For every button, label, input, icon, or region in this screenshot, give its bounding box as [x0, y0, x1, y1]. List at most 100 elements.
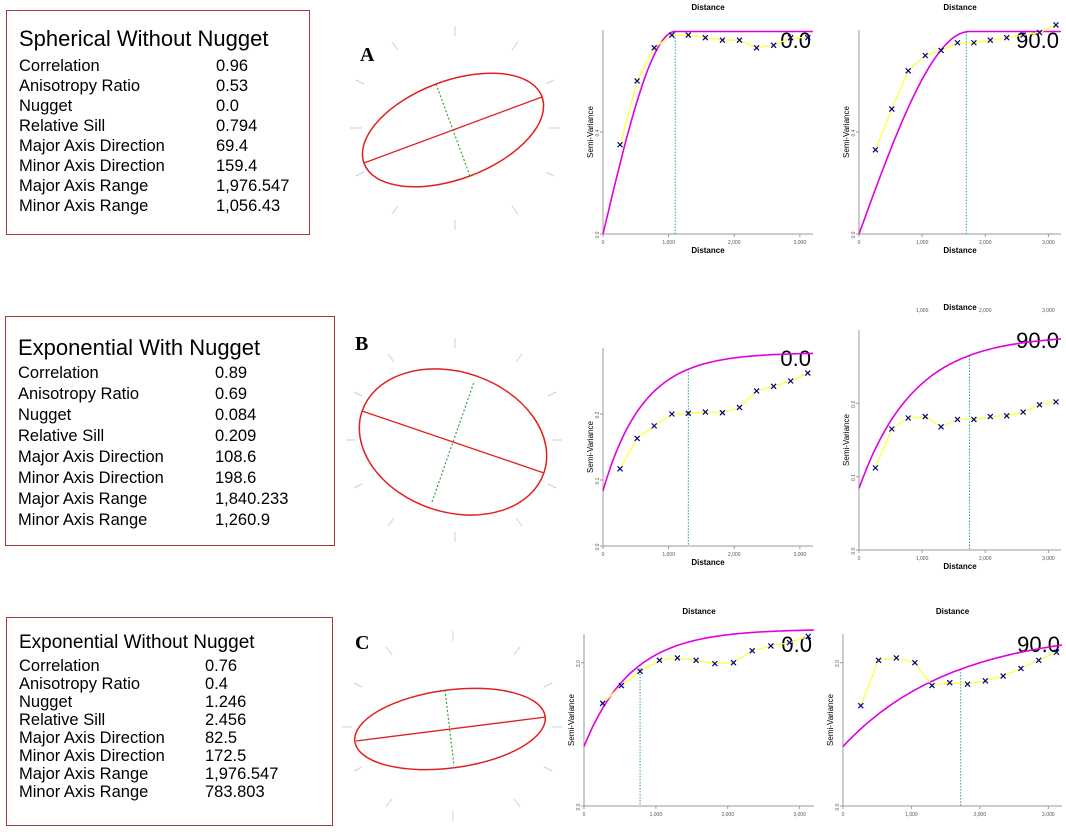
- data-point: [787, 34, 794, 41]
- y-tick-label: 0.2: [595, 411, 601, 418]
- y-tick-label: 0.0: [576, 803, 582, 810]
- top-distance-label: Distance: [691, 3, 725, 12]
- data-point: [634, 435, 641, 442]
- y-axis-label: Semi-Variance: [842, 414, 851, 466]
- data-point: [674, 654, 681, 661]
- model-curve: [858, 338, 1062, 489]
- anisotropy-ellipse-b: [346, 338, 562, 542]
- x-tick-label: 1,000: [662, 240, 675, 246]
- data-point: [929, 682, 935, 689]
- ellipse-tick-marks: [342, 631, 562, 821]
- x-tick-label: 2,000: [974, 812, 987, 818]
- data-point: [857, 702, 864, 709]
- data-point: [905, 67, 912, 74]
- data-point: [651, 422, 658, 429]
- major-axis-line: [361, 410, 545, 474]
- param-row: Minor Axis Range 1,260.9: [18, 511, 271, 529]
- data-point: [872, 464, 879, 471]
- model-curve: [858, 30, 1061, 235]
- y-axis-label: Semi-Variance: [842, 106, 851, 158]
- panel-title: Spherical Without Nugget: [19, 26, 269, 51]
- param-row: Anisotropy Ratio 0.53: [19, 77, 249, 95]
- panel-letter-c: C: [355, 632, 370, 654]
- data-point: [617, 141, 623, 148]
- data-point: [893, 654, 900, 661]
- panel-title: Exponential With Nugget: [18, 335, 261, 360]
- data-point: [617, 465, 623, 472]
- y-tick-label: 3.0: [576, 660, 582, 667]
- data-point: [982, 677, 989, 684]
- param-row: Minor Axis Direction 172.5: [19, 747, 247, 765]
- x-tick-label: 0: [842, 812, 845, 818]
- data-point: [804, 370, 811, 377]
- x-tick-label: 1,000: [905, 812, 918, 818]
- empirical-line: [874, 401, 1057, 469]
- direction-label: 0.0: [780, 346, 811, 371]
- data-point: [1018, 665, 1024, 672]
- data-point: [905, 415, 912, 421]
- param-row: Relative Sill 0.794: [19, 117, 258, 135]
- model-curve: [602, 30, 813, 235]
- x-tick-label: 1,000: [916, 556, 929, 562]
- data-point: [702, 34, 709, 41]
- param-row: Major Axis Direction 108.6: [18, 448, 257, 466]
- param-row: Relative Sill 2.456: [19, 711, 247, 729]
- y-axis-label: Semi-Variance: [567, 694, 576, 746]
- param-row: Correlation 0.76: [19, 657, 238, 675]
- x-tick-label: 3,000: [1042, 240, 1055, 246]
- param-row: Minor Axis Range 783.803: [19, 783, 265, 801]
- data-point: [668, 411, 675, 417]
- x-tick-label: 0: [858, 240, 861, 246]
- data-point: [702, 409, 709, 415]
- panel-letter-b: B: [355, 333, 369, 355]
- data-point: [954, 39, 961, 46]
- y-tick-label: 0.0: [595, 231, 601, 238]
- data-point: [964, 681, 971, 688]
- data-point: [770, 383, 777, 390]
- data-point: [888, 426, 895, 432]
- semivariogram-a-90: 0 1,000 2,000 3,000 0.0 0.4 Distance Distance Se…: [842, 3, 1061, 255]
- x-tick-label: 2,000: [979, 556, 992, 562]
- x-axis-label: Distance: [691, 246, 725, 255]
- data-point: [987, 413, 994, 420]
- y-tick-label: 0.0: [851, 231, 857, 238]
- data-point: [1053, 649, 1060, 656]
- data-point: [719, 37, 726, 44]
- param-row: Anisotropy Ratio 0.4: [19, 675, 228, 693]
- data-point: [618, 682, 625, 689]
- direction-label: 0.0: [781, 632, 812, 657]
- data-point: [753, 387, 760, 394]
- x-tick-label: 2,000: [721, 812, 734, 818]
- x-tick-label: 3,000: [1042, 812, 1055, 818]
- data-point: [805, 633, 812, 640]
- data-point: [872, 146, 879, 153]
- model-curve: [583, 629, 815, 747]
- data-point: [693, 657, 700, 664]
- empirical-line: [602, 635, 809, 704]
- minor-axis-line: [444, 689, 455, 767]
- semivariogram-c-90: 0 1,000 2,000 3,000 0.0 3.0 Distance Semi-Varia…: [826, 607, 1063, 818]
- data-point: [719, 409, 726, 416]
- x-tick-label: 3,000: [794, 240, 807, 246]
- data-point: [1020, 32, 1027, 39]
- data-point: [711, 660, 718, 667]
- y-tick-label: 3.0: [835, 660, 841, 667]
- y-tick-label: 0.0: [851, 547, 857, 554]
- x-tick-label: 3,000: [794, 552, 807, 558]
- param-row: Minor Axis Direction 159.4: [19, 157, 258, 175]
- top-distance-label: Distance: [682, 607, 716, 616]
- data-point: [786, 639, 793, 646]
- data-point: [1036, 401, 1043, 408]
- semivariogram-b-0: 0 1,000 2,000 3,000 0.0 0.1 0.2 Distance Semi-Va…: [586, 346, 813, 567]
- data-point: [736, 404, 743, 411]
- data-point: [656, 657, 663, 664]
- data-point: [736, 37, 743, 44]
- x-axis-label: Distance: [691, 558, 725, 567]
- x-tick-label: 2,000: [728, 552, 741, 558]
- direction-label: 90.0: [1017, 632, 1060, 657]
- x-tick-label: 0: [602, 240, 605, 246]
- y-axis-label: Semi-Variance: [586, 421, 595, 473]
- data-point: [1000, 673, 1007, 679]
- data-point: [1020, 409, 1027, 416]
- y-axis-label: Semi-Variance: [586, 106, 595, 158]
